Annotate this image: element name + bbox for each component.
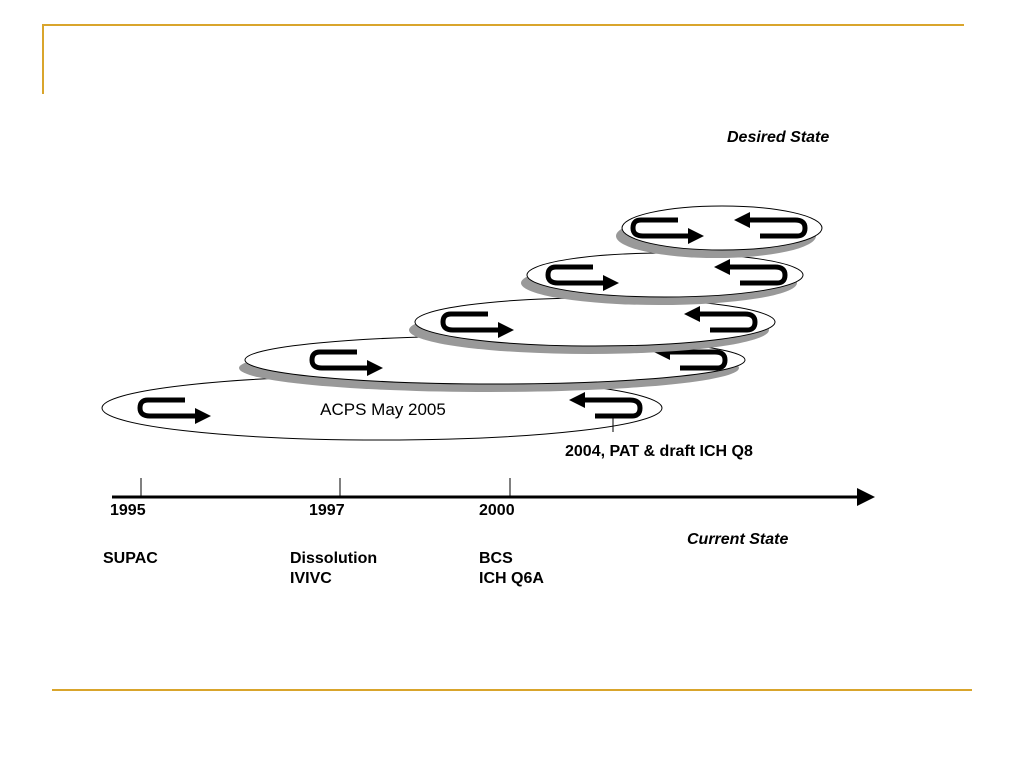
milestone: IVIVC <box>290 570 332 587</box>
milestone: BCS <box>479 550 513 567</box>
milestone: ICH Q6A <box>479 570 544 587</box>
cycle-stage <box>409 297 776 354</box>
year-label: 2000 <box>479 502 515 519</box>
year-label: 1997 <box>309 502 345 519</box>
cycle-arrow <box>568 391 643 419</box>
cycle-arrow <box>630 217 705 245</box>
timeline: 1995 SUPAC 1997 Dissolution IVIVC 2000 BCS ICH … <box>103 478 544 587</box>
milestone: Dissolution <box>290 550 377 567</box>
stage-ellipse <box>414 297 776 347</box>
desired-state: Desired State <box>727 129 829 146</box>
cycle-arrow <box>440 311 515 339</box>
current-state: Current State <box>687 531 788 548</box>
cycle-stage <box>521 252 804 305</box>
cycle-arrow <box>733 211 808 239</box>
stage-ellipse <box>621 205 823 251</box>
cycle-arrow <box>683 305 758 333</box>
cycle-arrow <box>653 343 728 371</box>
stage-ellipse <box>526 252 804 298</box>
cycle-ellipses <box>101 205 823 441</box>
milestone: SUPAC <box>103 550 158 567</box>
cycle-arrow <box>137 397 212 425</box>
cycle-arrow <box>545 264 620 292</box>
cycle-stage <box>239 335 746 392</box>
cycle-stage <box>616 205 823 258</box>
cycle-arrow <box>309 349 384 377</box>
annotation: 2004, PAT & draft ICH Q8 <box>565 443 753 460</box>
year-label: 1995 <box>110 502 146 519</box>
frame <box>42 24 972 691</box>
cycle-arrow <box>713 258 788 286</box>
center-label: ACPS May 2005 <box>320 400 446 419</box>
